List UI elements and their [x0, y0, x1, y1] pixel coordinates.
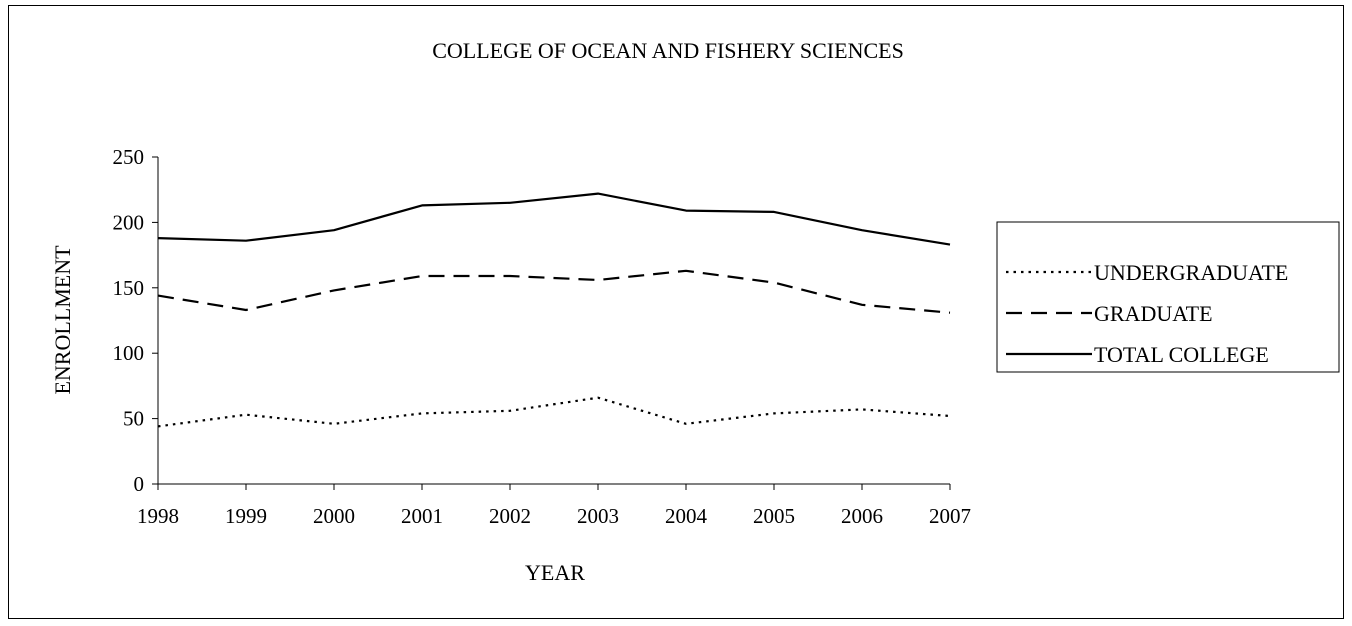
x-tick-label: 1999	[225, 504, 267, 528]
y-tick-label: 150	[113, 276, 145, 300]
y-tick-label: 100	[113, 341, 145, 365]
x-tick-label: 2000	[313, 504, 355, 528]
legend-label: GRADUATE	[1094, 301, 1213, 326]
y-axis-label: ENROLLMENT	[50, 245, 75, 395]
y-tick-label: 250	[113, 145, 145, 169]
x-tick-label: 2007	[929, 504, 971, 528]
series-line-graduate	[157, 269, 951, 314]
series-line-undergraduate	[157, 396, 951, 428]
x-tick-label: 2004	[665, 504, 708, 528]
x-tick-label: 2005	[753, 504, 795, 528]
legend-label: TOTAL COLLEGE	[1094, 342, 1269, 367]
x-axis-label: YEAR	[525, 560, 585, 585]
chart-title: COLLEGE OF OCEAN AND FISHERY SCIENCES	[432, 38, 904, 63]
series-lines	[157, 192, 951, 428]
x-tick-label: 2001	[401, 504, 443, 528]
series-line-total-college	[157, 192, 951, 246]
x-tick-label: 2002	[489, 504, 531, 528]
x-tick-label: 2006	[841, 504, 883, 528]
legend: UNDERGRADUATE GRADUATE TOTAL COLLEGE	[996, 221, 1340, 373]
legend-box	[996, 221, 1340, 373]
legend-label: UNDERGRADUATE	[1094, 260, 1288, 285]
axes: 0 50 100 150 200 250 1998 1999 2000 2001 2002 2003 2…	[113, 145, 972, 528]
y-tick-label: 200	[113, 210, 145, 234]
y-tick-label: 50	[123, 407, 144, 431]
y-tick-label: 0	[134, 472, 145, 496]
x-tick-label: 2003	[577, 504, 619, 528]
x-tick-label: 1998	[137, 504, 179, 528]
